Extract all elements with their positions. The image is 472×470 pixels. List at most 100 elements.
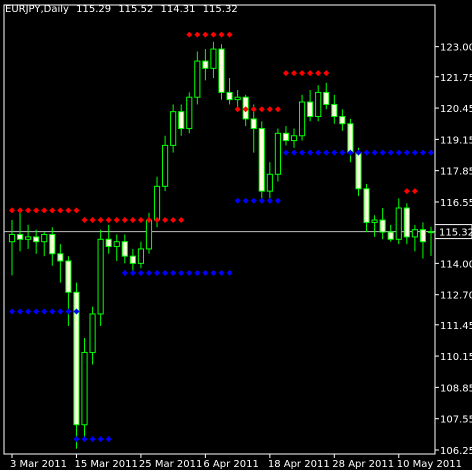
close-value: 115.32	[202, 4, 238, 15]
support-dot	[266, 197, 273, 204]
symbol-timeframe-label: EURJPY,Daily	[5, 4, 69, 15]
resistance-dot	[81, 217, 88, 224]
y-tick-label: 123.00	[440, 43, 472, 54]
resistance-dot	[266, 106, 273, 113]
support-dot	[89, 436, 96, 443]
support-dot	[17, 308, 24, 315]
support-dot	[194, 270, 201, 277]
resistance-dot	[49, 207, 56, 214]
x-tick-label: 6 Apr 2011	[203, 459, 258, 470]
resistance-dot	[282, 70, 289, 77]
current-price-box	[434, 224, 472, 240]
candle-body	[307, 101, 314, 117]
resistance-dot	[274, 106, 281, 113]
candle-body	[387, 231, 394, 240]
candle-body	[97, 238, 104, 315]
resistance-dot	[315, 70, 322, 77]
candle-body	[137, 248, 145, 264]
support-dot	[411, 149, 418, 156]
x-tick-label: 18 Apr 2011	[268, 459, 330, 470]
x-tick-label: 15 Mar 2011	[74, 459, 137, 470]
resistance-dot	[403, 188, 410, 195]
support-dot	[41, 308, 48, 315]
support-dot	[363, 149, 370, 156]
x-tick-label: 10 May 2011	[397, 459, 462, 470]
candle-body	[170, 111, 177, 146]
candle-body	[145, 219, 153, 250]
candle-body	[210, 48, 217, 69]
support-dot	[145, 270, 152, 277]
candle-body	[427, 231, 435, 234]
resistance-dot	[291, 70, 298, 77]
resistance-dot	[186, 31, 193, 38]
resistance-dot	[129, 217, 136, 224]
y-tick-label: 114.00	[440, 259, 472, 270]
candle-body	[282, 132, 290, 142]
chart-header: EURJPY,Daily 115.29 115.52 114.31 115.32	[5, 4, 242, 15]
resistance-dot	[210, 31, 217, 38]
candle-body	[274, 132, 281, 175]
support-dot	[242, 197, 249, 204]
candle-body	[234, 96, 241, 101]
candle-body	[202, 60, 209, 69]
support-dot	[299, 149, 306, 156]
candle-body	[33, 236, 40, 243]
candle-body	[363, 188, 370, 223]
y-tick-label: 108.85	[440, 383, 472, 394]
resistance-dot	[113, 217, 120, 224]
resistance-dot	[121, 217, 128, 224]
support-dot	[162, 270, 169, 277]
candle-body	[298, 101, 306, 137]
resistance-dot	[57, 207, 64, 214]
resistance-dot	[105, 217, 112, 224]
candle-body	[153, 185, 161, 221]
current-price-label: 115.32	[439, 228, 472, 239]
x-tick-label: 25 Mar 2011	[139, 459, 202, 470]
support-dot	[33, 308, 40, 315]
support-dot	[403, 149, 410, 156]
candle-body	[347, 123, 354, 154]
support-dot	[186, 270, 193, 277]
resistance-dot	[170, 217, 177, 224]
candle-body	[331, 103, 338, 117]
resistance-dot	[307, 70, 314, 77]
resistance-dot	[137, 217, 144, 224]
support-dot	[323, 149, 330, 156]
candle-body	[218, 48, 225, 93]
y-tick-label: 107.55	[440, 415, 472, 426]
x-tick-label: 3 Mar 2011	[10, 459, 67, 470]
support-dot	[81, 436, 88, 443]
candle-body	[339, 115, 346, 125]
resistance-dot	[234, 106, 241, 113]
y-tick-label: 112.70	[440, 291, 472, 302]
candle-body	[323, 91, 330, 105]
open-value: 115.29	[76, 4, 112, 15]
high-value: 115.52	[118, 4, 154, 15]
candle-body	[411, 229, 418, 238]
resistance-dot	[226, 31, 233, 38]
support-dot	[355, 149, 362, 156]
support-dot	[178, 270, 185, 277]
support-dot	[428, 149, 434, 156]
support-dot	[395, 149, 402, 156]
support-dot	[291, 149, 298, 156]
candle-body	[315, 91, 322, 117]
candle-body	[49, 233, 56, 255]
resistance-dot	[299, 70, 306, 77]
resistance-dot	[89, 217, 96, 224]
support-dot	[379, 149, 386, 156]
candle-body	[178, 111, 185, 130]
resistance-dot	[242, 106, 249, 113]
candle-body	[73, 291, 80, 426]
candle-body	[258, 128, 265, 192]
resistance-dot	[25, 207, 32, 214]
x-tick-label: 28 Apr 2011	[332, 459, 394, 470]
y-tick-label: 110.15	[440, 352, 472, 363]
support-dot	[274, 197, 281, 204]
candle-body	[65, 260, 72, 293]
candle-body	[129, 255, 136, 264]
support-dot	[9, 308, 15, 315]
y-tick-label: 117.85	[440, 167, 472, 178]
